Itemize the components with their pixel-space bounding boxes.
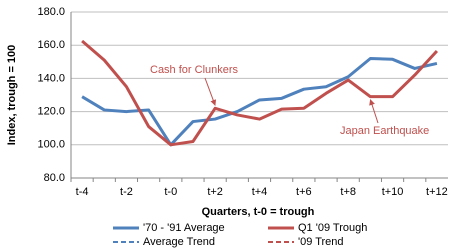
legend-label: Q1 '09 Trough: [298, 222, 367, 234]
x-tick-label: t-2: [120, 186, 133, 198]
x-tick-label: t+8: [340, 186, 356, 198]
x-tick-label: t+4: [252, 186, 268, 198]
x-tick-label: t+12: [426, 186, 448, 198]
x-tick-label: t+10: [382, 186, 404, 198]
annotation: Japan Earthquake: [340, 125, 429, 137]
y-tick-label: 140.0: [37, 72, 65, 84]
x-axis-title: Quarters, t-0 = trough: [202, 206, 315, 218]
y-tick-label: 120.0: [37, 106, 65, 118]
y-tick-label: 100.0: [37, 139, 65, 151]
legend-label: '70 - '91 Average: [143, 222, 225, 234]
x-tick-label: t+6: [296, 186, 312, 198]
x-tick-label: t-4: [76, 186, 89, 198]
x-tick-label: t+2: [207, 186, 223, 198]
annotation: Cash for Clunkers: [150, 64, 239, 76]
annotation-arrow: [204, 77, 217, 106]
annotation-arrow: [369, 99, 379, 124]
series-line: [81, 39, 439, 147]
y-tick-label: 160.0: [37, 39, 65, 51]
x-tick-label: t-0: [164, 186, 177, 198]
y-tick-label: 180.0: [37, 6, 65, 18]
y-tick-label: 80.0: [44, 172, 65, 184]
legend-label: '09 Trend: [298, 236, 344, 248]
y-axis-title: Index, trough = 100: [6, 45, 18, 146]
legend-label: Average Trend: [143, 236, 215, 248]
